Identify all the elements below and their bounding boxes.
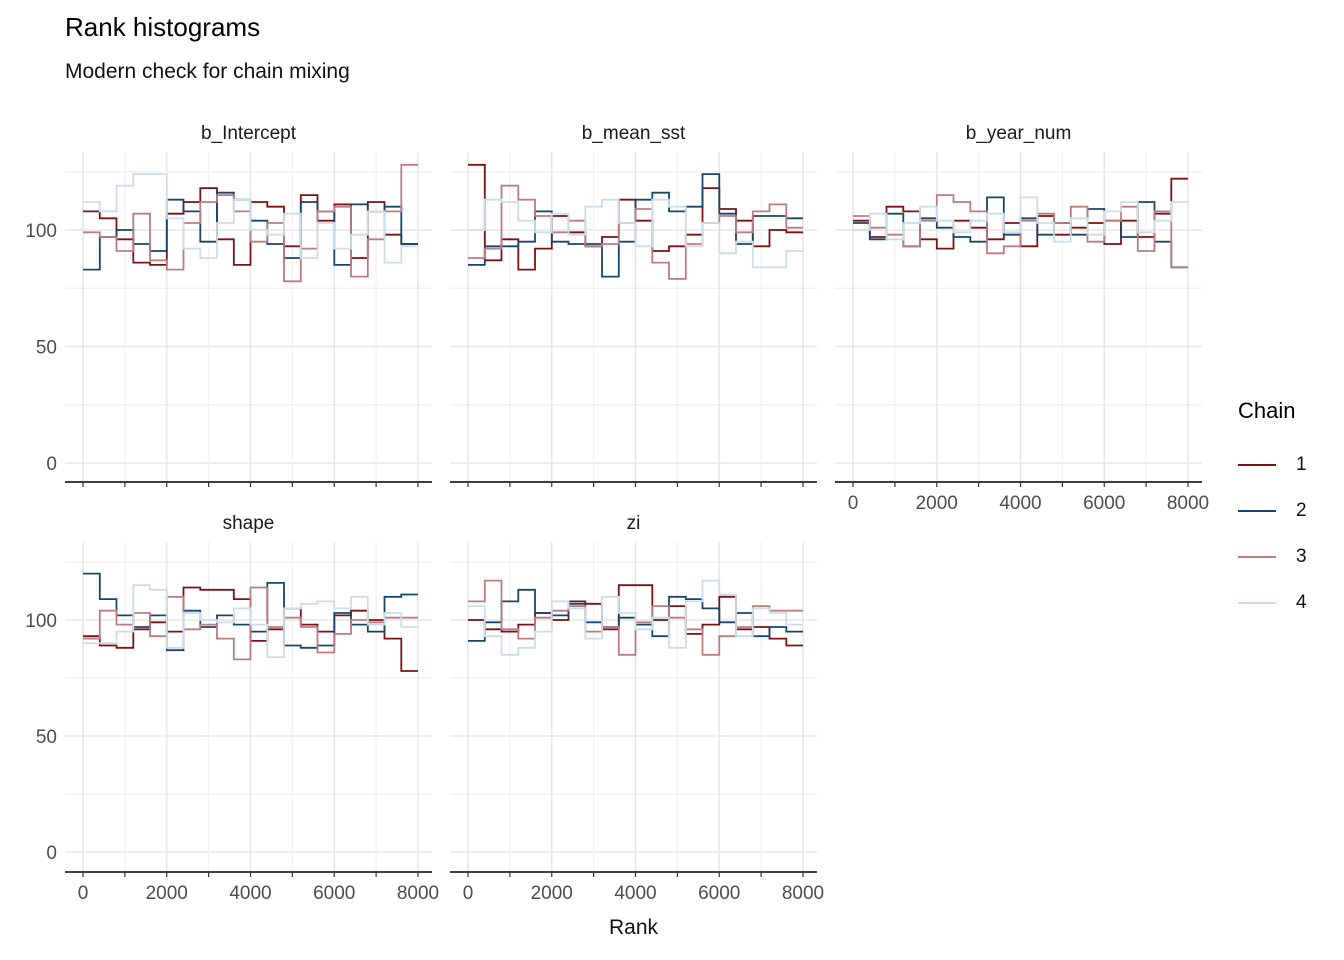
x-tick-label: 4000 <box>999 493 1041 514</box>
y-tick-label: 100 <box>25 221 57 242</box>
legend: Chain 1 2 3 4 <box>1238 398 1338 626</box>
x-tick-label: 6000 <box>698 883 740 904</box>
legend-item-chain-3: 3 <box>1238 534 1338 580</box>
y-tick-label: 50 <box>36 727 57 748</box>
step-path-chain-4 <box>468 579 803 656</box>
legend-item-chain-4: 4 <box>1238 580 1338 626</box>
step-path-chain-1 <box>468 584 803 647</box>
legend-label: 4 <box>1296 592 1307 613</box>
x-tick-label: 2000 <box>916 493 958 514</box>
step-path-chain-3 <box>853 194 1188 269</box>
x-tick-label: 4000 <box>614 883 656 904</box>
legend-swatch-chain-4 <box>1238 602 1276 604</box>
step-path-chain-4 <box>83 584 418 658</box>
x-tick-label: 8000 <box>397 883 439 904</box>
x-axis-title: Rank <box>608 916 659 939</box>
y-tick-label: 0 <box>46 454 57 475</box>
legend-label: 1 <box>1296 454 1307 475</box>
facet-b_year_num: b_year_num 0 2000 4000 6000 8000 <box>835 123 1209 514</box>
facet-title: zi <box>627 513 641 534</box>
legend-label: 3 <box>1296 546 1307 567</box>
facet-shape: shape 0 2000 4000 6000 8000 <box>65 513 439 904</box>
legend-items: 1 2 3 4 <box>1238 442 1338 626</box>
facet-title: shape <box>223 513 275 534</box>
facet-title: b_year_num <box>966 123 1072 144</box>
legend-swatch-chain-2 <box>1238 510 1276 512</box>
facet-zi: zi 0 2000 4000 6000 8000 <box>450 513 824 904</box>
x-tick-label: 2000 <box>146 883 188 904</box>
step-path-chain-3 <box>83 586 418 661</box>
x-tick-label: 8000 <box>1167 493 1209 514</box>
step-path-chain-3 <box>468 184 803 280</box>
x-tick-label: 4000 <box>229 883 271 904</box>
step-path-chain-4 <box>468 198 803 269</box>
legend-swatch-chain-3 <box>1238 556 1276 558</box>
facet-title: b_mean_sst <box>582 123 686 144</box>
legend-swatch-chain-1 <box>1238 464 1276 466</box>
y-tick-label: 100 <box>25 611 57 632</box>
legend-label: 2 <box>1296 500 1307 521</box>
facet-b_mean_sst: b_mean_sst <box>450 123 817 487</box>
facet-b_Intercept: b_Intercept <box>65 123 432 487</box>
facet-title: b_Intercept <box>201 123 297 144</box>
x-tick-label: 0 <box>78 883 89 904</box>
x-tick-label: 6000 <box>1083 493 1125 514</box>
x-tick-label: 6000 <box>313 883 355 904</box>
chart-title: Rank histograms <box>65 12 261 42</box>
x-tick-label: 0 <box>463 883 474 904</box>
x-tick-label: 8000 <box>782 883 824 904</box>
y-tick-label: 50 <box>36 338 57 359</box>
step-path-chain-4 <box>83 173 418 264</box>
x-tick-label: 0 <box>848 493 859 514</box>
legend-item-chain-2: 2 <box>1238 488 1338 534</box>
chart-subtitle: Modern check for chain mixing <box>65 60 350 83</box>
legend-title: Chain <box>1238 398 1296 423</box>
legend-item-chain-1: 1 <box>1238 442 1338 488</box>
y-tick-label: 0 <box>46 843 57 864</box>
x-tick-label: 2000 <box>531 883 573 904</box>
step-path-chain-4 <box>853 196 1188 243</box>
